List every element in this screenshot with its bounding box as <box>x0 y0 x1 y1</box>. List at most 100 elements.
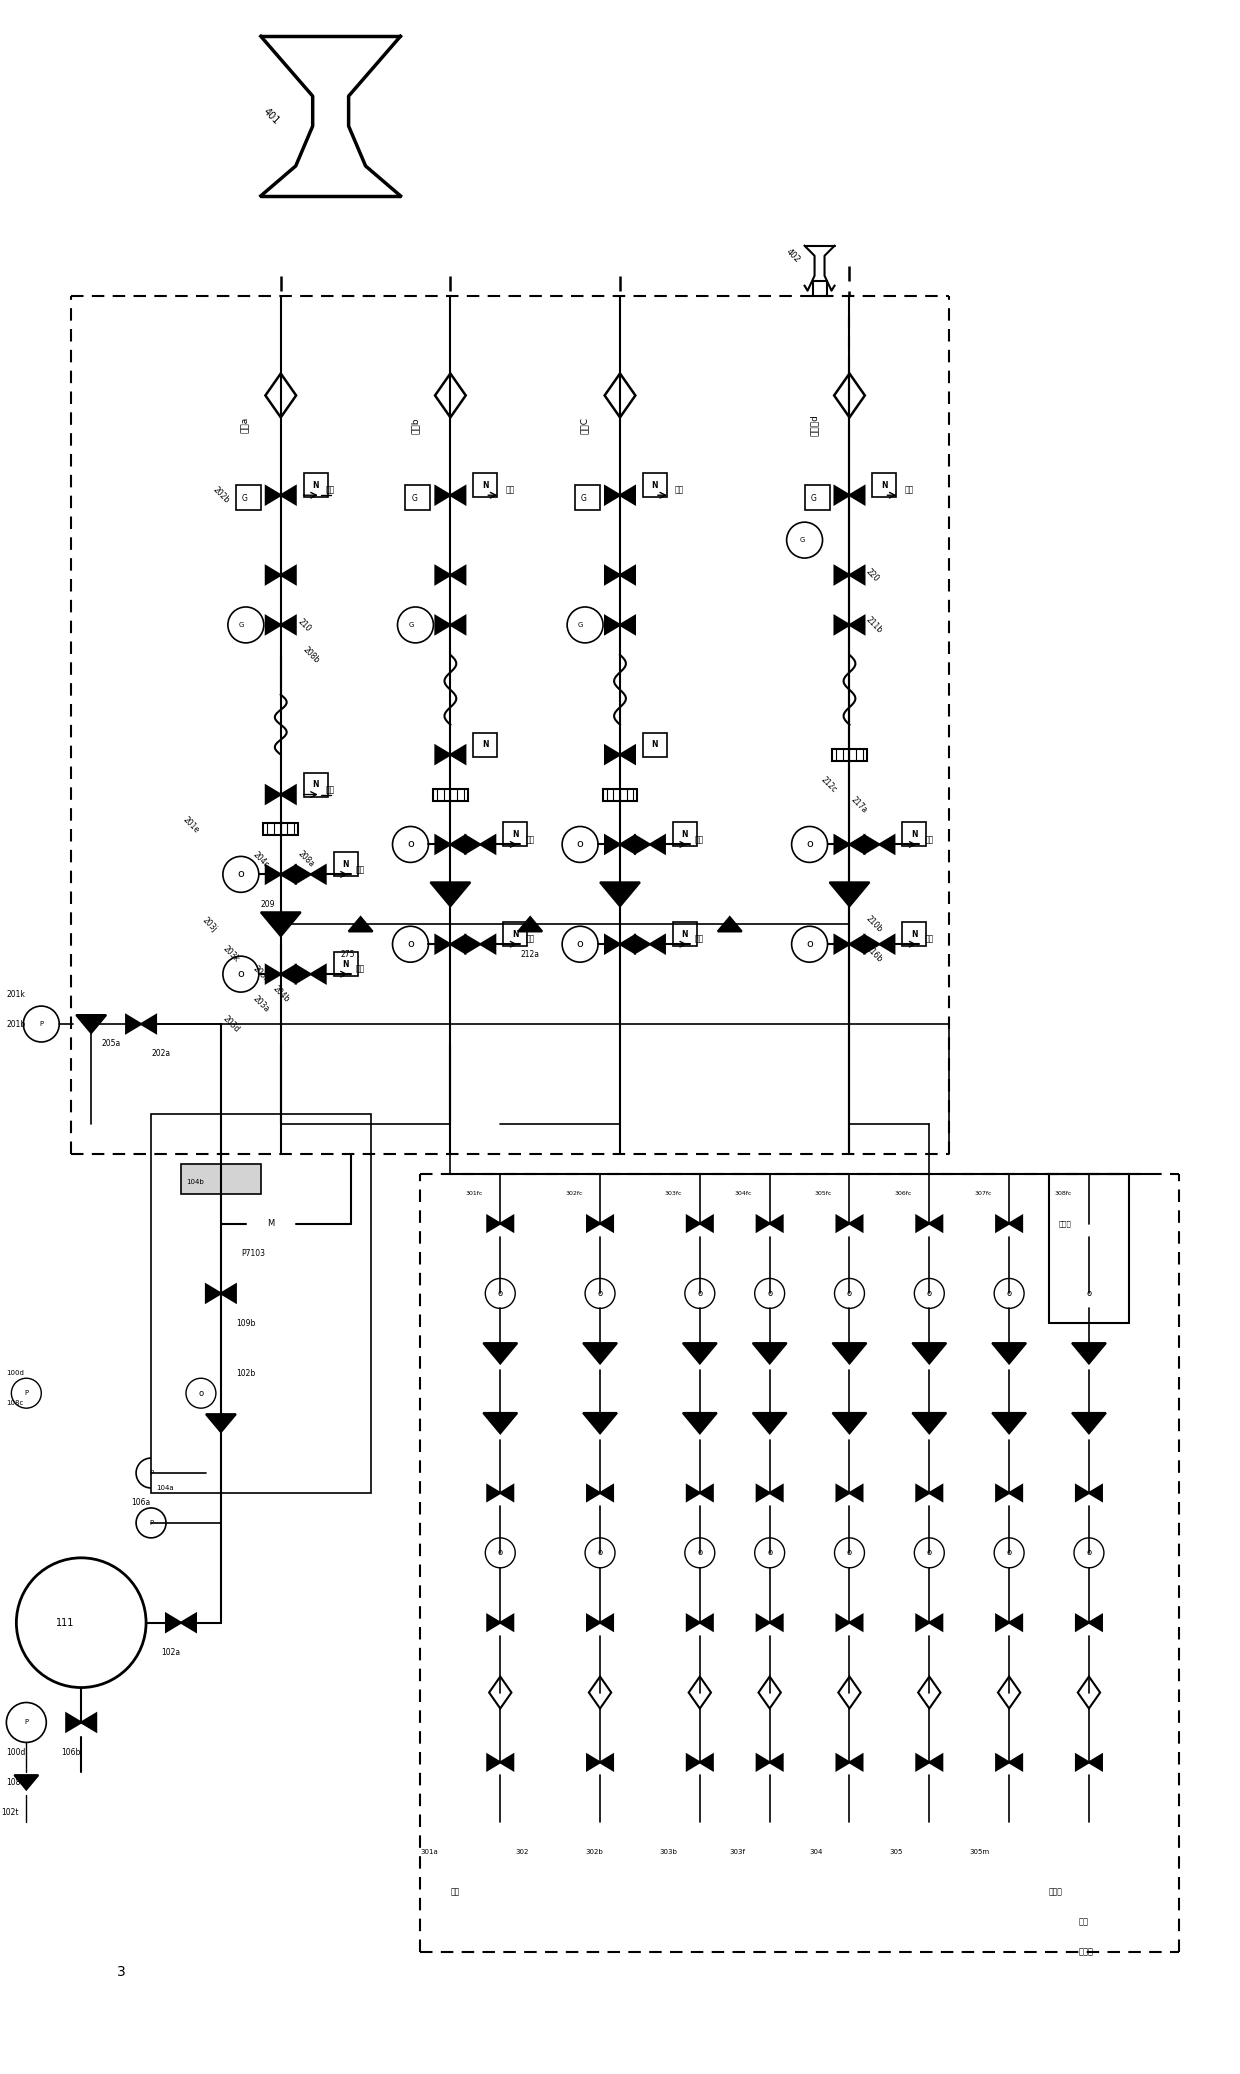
Bar <box>903 823 926 846</box>
Polygon shape <box>929 1755 942 1769</box>
Text: 301a: 301a <box>420 1850 438 1854</box>
Text: o: o <box>1086 1288 1091 1298</box>
Polygon shape <box>265 485 280 504</box>
Text: 303fc: 303fc <box>665 1190 682 1197</box>
Bar <box>503 823 527 846</box>
Text: 106b: 106b <box>61 1748 81 1757</box>
Text: 402: 402 <box>785 247 802 265</box>
Polygon shape <box>650 836 665 852</box>
Polygon shape <box>835 566 849 585</box>
Text: N: N <box>652 740 658 749</box>
Text: 102b: 102b <box>236 1369 255 1377</box>
Polygon shape <box>756 1755 770 1769</box>
Polygon shape <box>260 913 301 935</box>
Text: 203d: 203d <box>221 1014 241 1035</box>
Polygon shape <box>600 1616 613 1630</box>
Text: 燃料: 燃料 <box>450 1887 460 1896</box>
Text: 缓冲罐: 缓冲罐 <box>1059 1220 1071 1228</box>
Text: 点火路d: 点火路d <box>810 415 818 436</box>
Text: 主路C: 主路C <box>580 417 589 433</box>
Text: 212a: 212a <box>521 950 539 958</box>
Circle shape <box>914 1278 945 1309</box>
Polygon shape <box>1076 1485 1089 1502</box>
Polygon shape <box>500 1616 513 1630</box>
Text: P7103: P7103 <box>241 1249 265 1259</box>
Polygon shape <box>835 373 864 417</box>
Polygon shape <box>206 1284 221 1302</box>
Polygon shape <box>699 1215 713 1232</box>
Polygon shape <box>280 485 295 504</box>
Polygon shape <box>837 1755 849 1769</box>
Bar <box>503 923 527 946</box>
Polygon shape <box>435 836 450 852</box>
Polygon shape <box>583 1412 618 1433</box>
Polygon shape <box>770 1215 782 1232</box>
Polygon shape <box>1076 1755 1089 1769</box>
Polygon shape <box>929 1485 942 1502</box>
Circle shape <box>393 825 429 863</box>
Polygon shape <box>1009 1215 1022 1232</box>
Polygon shape <box>835 616 849 635</box>
Text: 205a: 205a <box>102 1039 120 1049</box>
Polygon shape <box>620 485 635 504</box>
Polygon shape <box>280 786 295 803</box>
Circle shape <box>485 1539 516 1568</box>
Text: P: P <box>40 1020 43 1027</box>
Polygon shape <box>265 616 280 635</box>
Polygon shape <box>756 1215 770 1232</box>
Polygon shape <box>770 1485 782 1502</box>
Polygon shape <box>718 917 742 931</box>
Text: N: N <box>312 481 319 489</box>
Polygon shape <box>916 1215 929 1232</box>
Bar <box>474 732 497 757</box>
Polygon shape <box>756 1616 770 1630</box>
Polygon shape <box>849 836 864 852</box>
Text: G: G <box>412 494 418 502</box>
Polygon shape <box>620 747 635 763</box>
Polygon shape <box>435 485 450 504</box>
Polygon shape <box>489 1676 511 1709</box>
Circle shape <box>398 608 434 643</box>
Polygon shape <box>620 616 635 635</box>
Polygon shape <box>835 485 849 504</box>
Circle shape <box>11 1379 41 1408</box>
Text: o: o <box>697 1549 702 1558</box>
Text: o: o <box>598 1549 603 1558</box>
Polygon shape <box>605 935 620 954</box>
Text: 302: 302 <box>516 1850 528 1854</box>
Text: 氮气: 氮气 <box>694 935 704 944</box>
Polygon shape <box>916 1616 929 1630</box>
Polygon shape <box>280 616 295 635</box>
Bar <box>673 923 697 946</box>
Polygon shape <box>450 747 465 763</box>
Polygon shape <box>879 935 894 954</box>
Text: 204c: 204c <box>250 850 270 869</box>
Polygon shape <box>996 1755 1009 1769</box>
Text: 氮气: 氮气 <box>326 485 335 496</box>
Text: N: N <box>482 740 489 749</box>
Polygon shape <box>487 1215 500 1232</box>
Polygon shape <box>265 786 280 803</box>
Polygon shape <box>1089 1485 1102 1502</box>
Text: 202b: 202b <box>211 485 231 506</box>
Text: 氮气: 氮气 <box>526 836 534 844</box>
Polygon shape <box>348 917 372 931</box>
Polygon shape <box>864 935 879 954</box>
Text: o: o <box>847 1549 852 1558</box>
Text: 氮气: 氮气 <box>924 836 934 844</box>
Polygon shape <box>1089 1755 1102 1769</box>
Polygon shape <box>849 1485 863 1502</box>
Text: G: G <box>242 494 248 502</box>
Text: 102a: 102a <box>161 1649 180 1657</box>
Text: 203k: 203k <box>221 944 241 964</box>
Bar <box>805 485 830 510</box>
Text: N: N <box>911 929 918 940</box>
Bar <box>304 774 327 796</box>
Text: 203a: 203a <box>250 993 270 1014</box>
Bar <box>334 852 357 877</box>
Circle shape <box>755 1278 785 1309</box>
Polygon shape <box>435 747 450 763</box>
Polygon shape <box>620 836 635 852</box>
Polygon shape <box>66 1713 81 1732</box>
Text: 209: 209 <box>260 900 275 908</box>
